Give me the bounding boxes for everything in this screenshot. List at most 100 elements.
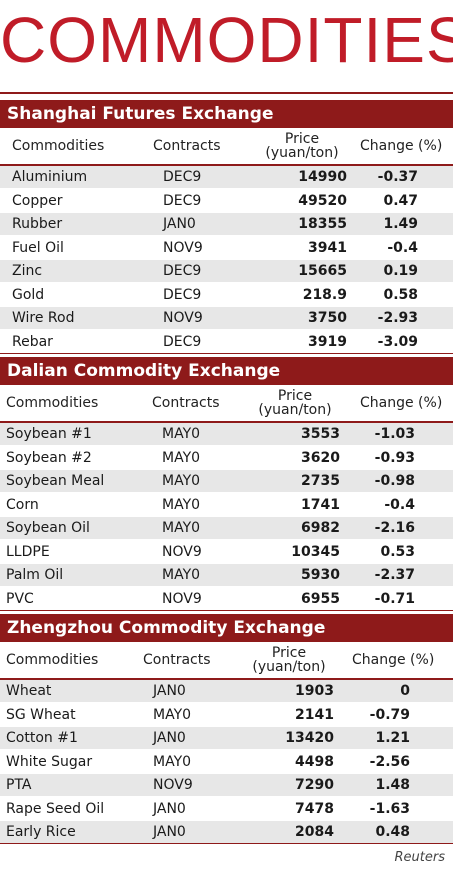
- commodity-name: Aluminium: [12, 169, 88, 185]
- contract-month: DEC9: [163, 333, 202, 350]
- section-header: Zhengzhou Commodity Exchange: [0, 614, 453, 642]
- commodity-name: Early Rice: [6, 824, 76, 840]
- table-row: Cotton #1 JAN0 13420 1.21: [0, 727, 453, 750]
- source-credit: Reuters: [394, 850, 445, 865]
- commodity-name: Soybean Oil: [6, 520, 90, 536]
- contract-month: NOV9: [162, 590, 202, 607]
- commodity-name: Palm Oil: [6, 567, 64, 583]
- change-value: -0.4: [384, 496, 415, 513]
- section-header: Shanghai Futures Exchange: [0, 100, 453, 128]
- price-value: 3919: [308, 333, 347, 350]
- contract-month: MAY0: [162, 520, 201, 536]
- change-value: -0.98: [374, 473, 415, 489]
- column-header-row: Commodities Contracts Price (yuan/ton) Chang…: [0, 128, 453, 166]
- price-value: 49520: [298, 192, 347, 209]
- column-header-commodities: Commodities: [12, 138, 105, 154]
- column-header-price: Price (yuan/ton): [252, 128, 352, 164]
- price-header-label: Price: [271, 645, 307, 661]
- price-header-unit: (yuan/ton): [258, 402, 332, 418]
- column-header-change: Change (%): [360, 138, 443, 154]
- table-row: SG Wheat MAY0 2141 -0.79: [0, 704, 453, 727]
- section-header: Dalian Commodity Exchange: [0, 357, 453, 385]
- commodity-name: Corn: [6, 496, 39, 513]
- contract-month: NOV9: [163, 239, 203, 256]
- table-row: LLDPE NOV9 10345 0.53: [0, 541, 453, 564]
- table-row: Soybean #1 MAY0 3553 -1.03: [0, 423, 453, 446]
- column-header-commodities: Commodities: [6, 395, 99, 411]
- price-value: 5930: [301, 567, 340, 583]
- change-value: -1.03: [374, 426, 415, 442]
- table-row: Soybean #2 MAY0 3620 -0.93: [0, 447, 453, 470]
- price-value: 2084: [295, 824, 334, 840]
- contract-month: MAY0: [162, 496, 201, 513]
- price-value: 2141: [295, 706, 334, 723]
- title-rule: [0, 92, 453, 94]
- contract-month: MAY0: [162, 473, 201, 489]
- commodity-name: Wheat: [6, 683, 52, 699]
- change-value: -0.4: [387, 239, 418, 256]
- table-row: Soybean Oil MAY0 6982 -2.16: [0, 517, 453, 540]
- commodity-name: White Sugar: [6, 753, 93, 770]
- contract-month: NOV9: [163, 310, 203, 326]
- contract-month: DEC9: [163, 192, 202, 209]
- column-header-row: Commodities Contracts Price (yuan/ton) Chang…: [0, 385, 453, 423]
- table-row: PTA NOV9 7290 1.48: [0, 774, 453, 797]
- price-value: 13420: [285, 730, 334, 746]
- contract-month: DEC9: [163, 263, 202, 279]
- table-row: Rape Seed Oil JAN0 7478 -1.63: [0, 798, 453, 821]
- column-header-contracts: Contracts: [143, 652, 211, 668]
- change-value: -2.93: [377, 310, 418, 326]
- price-value: 3750: [308, 310, 347, 326]
- commodity-name: Zinc: [12, 263, 43, 279]
- commodity-name: Rape Seed Oil: [6, 800, 105, 817]
- contract-month: DEC9: [163, 286, 202, 303]
- change-value: -0.71: [374, 590, 415, 607]
- change-value: -2.56: [369, 753, 410, 770]
- change-value: 0.47: [383, 192, 418, 209]
- change-value: -0.79: [369, 706, 410, 723]
- price-value: 7290: [295, 777, 334, 793]
- table-row: Rebar DEC9 3919 -3.09: [0, 331, 453, 354]
- table-row: PVC NOV9 6955 -0.71: [0, 588, 453, 611]
- column-header-row: Commodities Contracts Price (yuan/ton) Chang…: [0, 642, 453, 680]
- table-row: Early Rice JAN0 2084 0.48: [0, 821, 453, 844]
- commodity-name: PVC: [6, 590, 34, 607]
- commodity-name: Soybean #1: [6, 426, 92, 442]
- table-row: Wheat JAN0 1903 0: [0, 680, 453, 703]
- contract-month: JAN0: [153, 800, 186, 817]
- contract-month: MAY0: [162, 426, 201, 442]
- column-header-contracts: Contracts: [152, 395, 220, 411]
- price-value: 2735: [301, 473, 340, 489]
- table-row: Wire Rod NOV9 3750 -2.93: [0, 307, 453, 330]
- page-title: COMMODITIES: [0, 4, 453, 76]
- price-header-label: Price: [277, 388, 313, 404]
- price-value: 14990: [298, 169, 347, 185]
- change-value: -3.09: [377, 333, 418, 350]
- contract-month: DEC9: [163, 169, 202, 185]
- commodity-name: Copper: [12, 192, 63, 209]
- price-value: 6982: [301, 520, 340, 536]
- column-header-contracts: Contracts: [153, 138, 221, 154]
- commodity-name: Cotton #1: [6, 730, 78, 746]
- column-header-price: Price (yuan/ton): [245, 385, 345, 421]
- change-value: -0.37: [377, 169, 418, 185]
- change-value: 1.48: [375, 777, 410, 793]
- change-value: -2.37: [374, 567, 415, 583]
- contract-month: MAY0: [153, 753, 192, 770]
- contract-month: MAY0: [162, 567, 201, 583]
- change-value: 0: [400, 683, 410, 699]
- table-row: Corn MAY0 1741 -0.4: [0, 494, 453, 517]
- column-header-change: Change (%): [360, 395, 443, 411]
- change-value: -0.93: [374, 449, 415, 466]
- commodity-name: Soybean Meal: [6, 473, 105, 489]
- commodity-name: LLDPE: [6, 543, 50, 560]
- change-value: 0.19: [383, 263, 418, 279]
- price-header-label: Price: [284, 131, 320, 147]
- table-row: Fuel Oil NOV9 3941 -0.4: [0, 237, 453, 260]
- contract-month: JAN0: [153, 730, 186, 746]
- change-value: 0.53: [380, 543, 415, 560]
- contract-month: MAY0: [153, 706, 192, 723]
- price-value: 218.9: [302, 286, 347, 303]
- contract-month: JAN0: [153, 824, 186, 840]
- column-header-price: Price (yuan/ton): [239, 642, 339, 678]
